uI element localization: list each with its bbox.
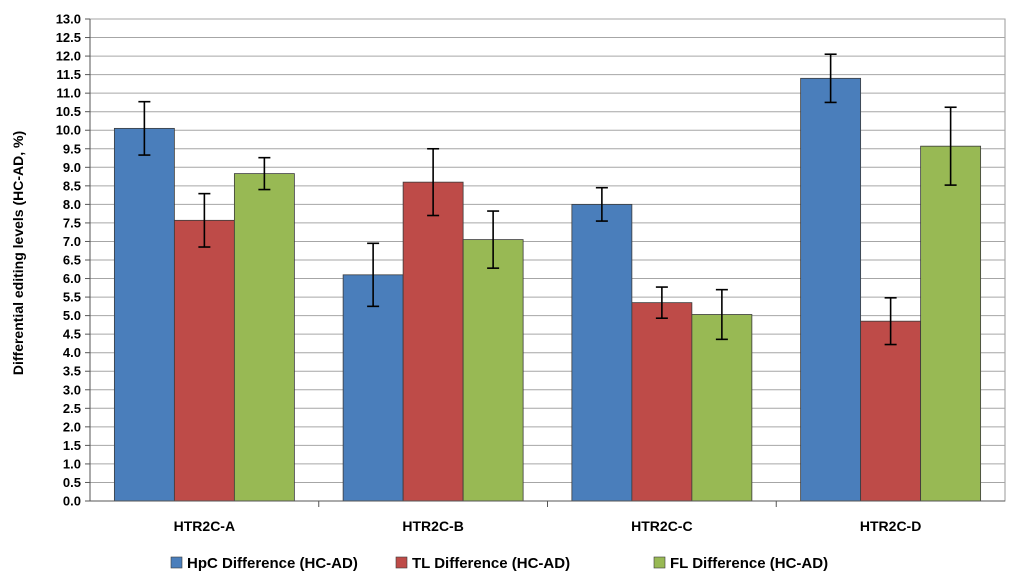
y-tick-label: 13.0 <box>56 12 81 27</box>
bar <box>113 127 175 502</box>
x-category-label: HTR2C-C <box>631 518 692 534</box>
y-tick-label: 7.0 <box>63 234 81 249</box>
y-tick-label: 1.5 <box>63 438 81 453</box>
bar <box>920 145 982 502</box>
y-tick-label: 2.5 <box>63 401 81 416</box>
y-tick-label: 5.0 <box>63 308 81 323</box>
x-category-label: HTR2C-A <box>174 518 235 534</box>
y-tick-label: 10.0 <box>56 123 81 138</box>
bar <box>342 274 404 502</box>
y-tick-label: 12.5 <box>56 30 81 45</box>
y-tick-label: 11.5 <box>56 67 81 82</box>
legend-label: FL Difference (HC-AD) <box>670 555 828 572</box>
legend-swatch <box>653 556 666 569</box>
y-tick-label: 6.0 <box>63 271 81 286</box>
bar <box>691 314 753 502</box>
y-tick-label: 6.5 <box>63 253 81 268</box>
bar <box>571 203 633 502</box>
y-tick-label: 5.5 <box>63 290 81 305</box>
y-tick-label: 8.5 <box>63 178 81 193</box>
y-tick-label: 12.0 <box>56 49 81 64</box>
bar <box>173 219 235 502</box>
y-tick-label: 3.5 <box>63 364 81 379</box>
legend-label: HpC Difference (HC-AD) <box>187 555 358 572</box>
y-tick-label: 9.5 <box>63 141 81 156</box>
bar <box>860 320 922 502</box>
y-tick-label: 4.0 <box>63 345 81 360</box>
y-tick-label: 9.0 <box>63 160 81 175</box>
bar <box>631 302 693 502</box>
x-category-label: HTR2C-B <box>402 518 463 534</box>
bar <box>462 239 524 502</box>
bar <box>402 181 464 502</box>
y-tick-label: 1.0 <box>63 456 81 471</box>
y-tick-label: 3.0 <box>63 382 81 397</box>
y-tick-label: 4.5 <box>63 327 81 342</box>
y-tick-label: 0.5 <box>63 475 81 490</box>
bar <box>800 77 862 502</box>
y-tick-label: 11.0 <box>56 86 81 101</box>
y-tick-label: 0.0 <box>63 494 81 509</box>
y-tick-label: 8.0 <box>63 197 81 212</box>
legend-swatch <box>170 556 183 569</box>
legend-swatch <box>395 556 408 569</box>
legend-label: TL Difference (HC-AD) <box>412 555 570 572</box>
x-category-label: HTR2C-D <box>860 518 921 534</box>
y-tick-label: 10.5 <box>56 104 81 119</box>
y-axis-label: Differential editing levels (HC-AD, %) <box>10 131 26 375</box>
y-tick-label: 7.5 <box>63 215 81 230</box>
bar <box>233 173 295 502</box>
y-tick-label: 2.0 <box>63 419 81 434</box>
